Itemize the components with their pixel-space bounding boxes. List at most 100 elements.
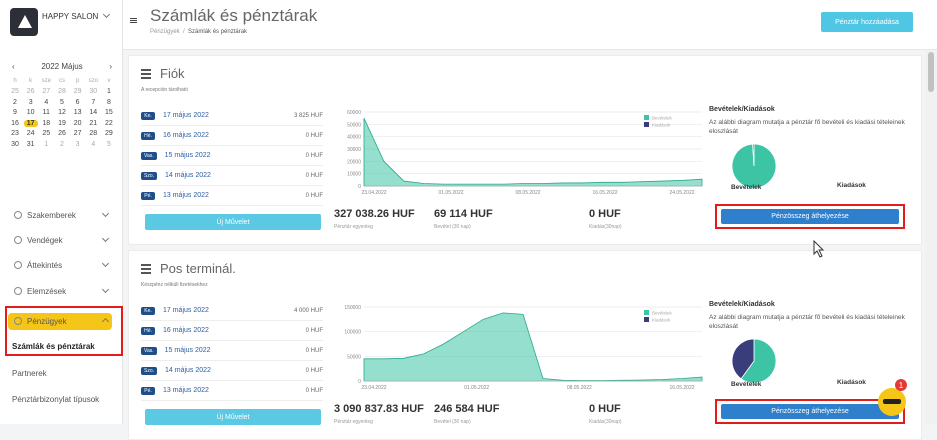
day[interactable]: 9 — [13, 109, 17, 117]
y-tick-label: 50000 — [347, 354, 361, 360]
transaction-row[interactable]: Hé. 16 május 2022 0 HUF — [141, 126, 323, 146]
day[interactable]: 13 — [73, 109, 82, 117]
nav-item[interactable]: Áttekintés — [14, 258, 114, 272]
nav-label: Áttekintés — [27, 260, 63, 270]
day[interactable]: 25 — [11, 88, 19, 96]
day[interactable]: 31 — [26, 140, 35, 148]
day[interactable]: 25 — [42, 130, 51, 138]
breadcrumb-item: Számlák és pénztárak — [188, 29, 248, 35]
day[interactable]: 30 — [11, 140, 19, 148]
card: Pos terminál. Készpénz nélküli fizetésekh… — [128, 250, 922, 440]
day[interactable]: 4 — [91, 140, 96, 148]
day[interactable]: 12 — [58, 109, 66, 117]
x-tick-label: 16.05.2022 — [592, 190, 617, 196]
day[interactable]: 3 — [28, 98, 33, 106]
transfer-button[interactable]: Pénzösszeg áthelyezése — [721, 209, 899, 224]
day[interactable]: 19 — [58, 119, 66, 127]
transaction-row[interactable]: Szo. 14 május 2022 0 HUF — [141, 361, 323, 381]
pie-chart — [731, 338, 777, 384]
transaction-row[interactable]: Ke. 17 május 2022 4 000 HUF — [141, 301, 323, 321]
day[interactable]: 29 — [105, 130, 113, 138]
transaction-row[interactable]: Vas. 15 május 2022 0 HUF — [141, 341, 323, 361]
nav-item[interactable]: Pénzügyek — [14, 314, 114, 328]
day[interactable]: 27 — [42, 88, 51, 96]
nav-item[interactable]: Számlák és pénztárak — [12, 339, 112, 353]
legend-label: Bevételek — [652, 116, 673, 121]
day[interactable]: 15 — [105, 109, 113, 117]
weekday: sze — [41, 78, 51, 85]
highlight — [5, 306, 123, 356]
day[interactable]: 20 — [73, 119, 82, 127]
day[interactable]: 23 — [11, 130, 19, 138]
transactions: Ke. 17 május 2022 3 825 HUF Hé. 16 május 202… — [141, 106, 323, 206]
day[interactable]: 5 — [60, 98, 64, 106]
stat: 327 038.26 HUF Pénztár egyenleg — [334, 208, 415, 230]
day[interactable]: 4 — [44, 98, 49, 106]
transaction-row[interactable]: Pé. 13 május 2022 0 HUF — [141, 381, 323, 401]
transaction-row[interactable]: Szo. 14 május 2022 0 HUF — [141, 166, 323, 186]
day[interactable]: 1 — [106, 88, 111, 96]
nav-item[interactable]: Vendégek — [14, 233, 114, 247]
day[interactable]: 8 — [106, 98, 111, 106]
day[interactable]: 29 — [73, 88, 82, 96]
chevron — [101, 209, 110, 218]
transaction-row[interactable]: Vas. 15 május 2022 0 HUF — [141, 146, 323, 166]
new-operation-button[interactable]: Új Művelet — [145, 409, 321, 425]
nav-icon — [14, 236, 22, 244]
day-badge: Pé. — [141, 386, 155, 395]
prev[interactable]: ‹ — [12, 62, 15, 71]
nav-item[interactable]: Partnerek — [12, 366, 112, 380]
day[interactable]: 22 — [105, 119, 113, 127]
day[interactable]: 7 — [91, 98, 96, 106]
breadcrumb-item[interactable]: Pénzügyek — [150, 29, 180, 35]
transaction-row[interactable]: Ke. 17 május 2022 3 825 HUF — [141, 106, 323, 126]
day[interactable]: 24 — [26, 130, 35, 138]
day[interactable]: 30 — [89, 88, 98, 96]
day[interactable]: 16 — [11, 119, 19, 127]
brand: HAPPY SALON — [42, 12, 99, 21]
scrollbar[interactable] — [925, 50, 937, 424]
day[interactable]: 18 — [42, 119, 51, 127]
menu-icon[interactable] — [130, 18, 137, 19]
transfer-button[interactable]: Pénzösszeg áthelyezése — [721, 404, 899, 419]
amount: 0 HUF — [305, 367, 323, 374]
day[interactable]: 26 — [26, 88, 35, 96]
transaction-row[interactable]: Hé. 16 május 2022 0 HUF — [141, 321, 323, 341]
day[interactable]: 1 — [44, 140, 49, 148]
day[interactable]: 26 — [58, 130, 66, 138]
nav-item[interactable]: Elemzések — [14, 284, 114, 298]
transaction-row[interactable]: Pé. 13 május 2022 0 HUF — [141, 186, 323, 206]
day[interactable]: 6 — [75, 98, 80, 106]
badge — [895, 379, 907, 391]
y-tick-label: 0 — [358, 379, 361, 385]
day[interactable]: 17 — [23, 119, 38, 127]
stat: 3 090 837.83 HUF Pénztár egyenleg — [334, 403, 424, 425]
day[interactable]: 11 — [42, 109, 50, 117]
new-operation-button[interactable]: Új Művelet — [145, 214, 321, 230]
day[interactable]: 28 — [58, 88, 66, 96]
chevron[interactable] — [102, 10, 111, 19]
day[interactable]: 28 — [89, 130, 98, 138]
day[interactable]: 3 — [75, 140, 80, 148]
amount: 0 HUF — [305, 172, 323, 179]
next[interactable]: › — [109, 62, 112, 71]
date: 16 május 2022 — [163, 132, 209, 139]
day[interactable]: 2 — [13, 98, 17, 106]
nav-item[interactable]: Szakemberek — [14, 208, 114, 222]
chat-widget[interactable]: 1 — [870, 376, 914, 420]
card-icon — [141, 68, 151, 71]
day[interactable]: 5 — [106, 140, 111, 148]
day[interactable]: 14 — [89, 109, 98, 117]
date: 17 május 2022 — [163, 112, 209, 119]
legend-swatch — [644, 310, 649, 315]
nav-item[interactable]: Pénztárbizonylat típusok — [12, 392, 112, 406]
day[interactable]: 21 — [89, 119, 98, 127]
date: 13 május 2022 — [163, 192, 209, 199]
x-tick-label: 08.05.2022 — [515, 190, 540, 196]
card-subtitle: A recepción tárolható — [141, 87, 188, 93]
day[interactable]: 10 — [26, 109, 35, 117]
day[interactable]: 2 — [60, 140, 64, 148]
legend-label: Kiadások — [652, 123, 671, 128]
add-button[interactable]: Pénztár hozzáadása — [821, 12, 913, 32]
day[interactable]: 27 — [73, 130, 82, 138]
